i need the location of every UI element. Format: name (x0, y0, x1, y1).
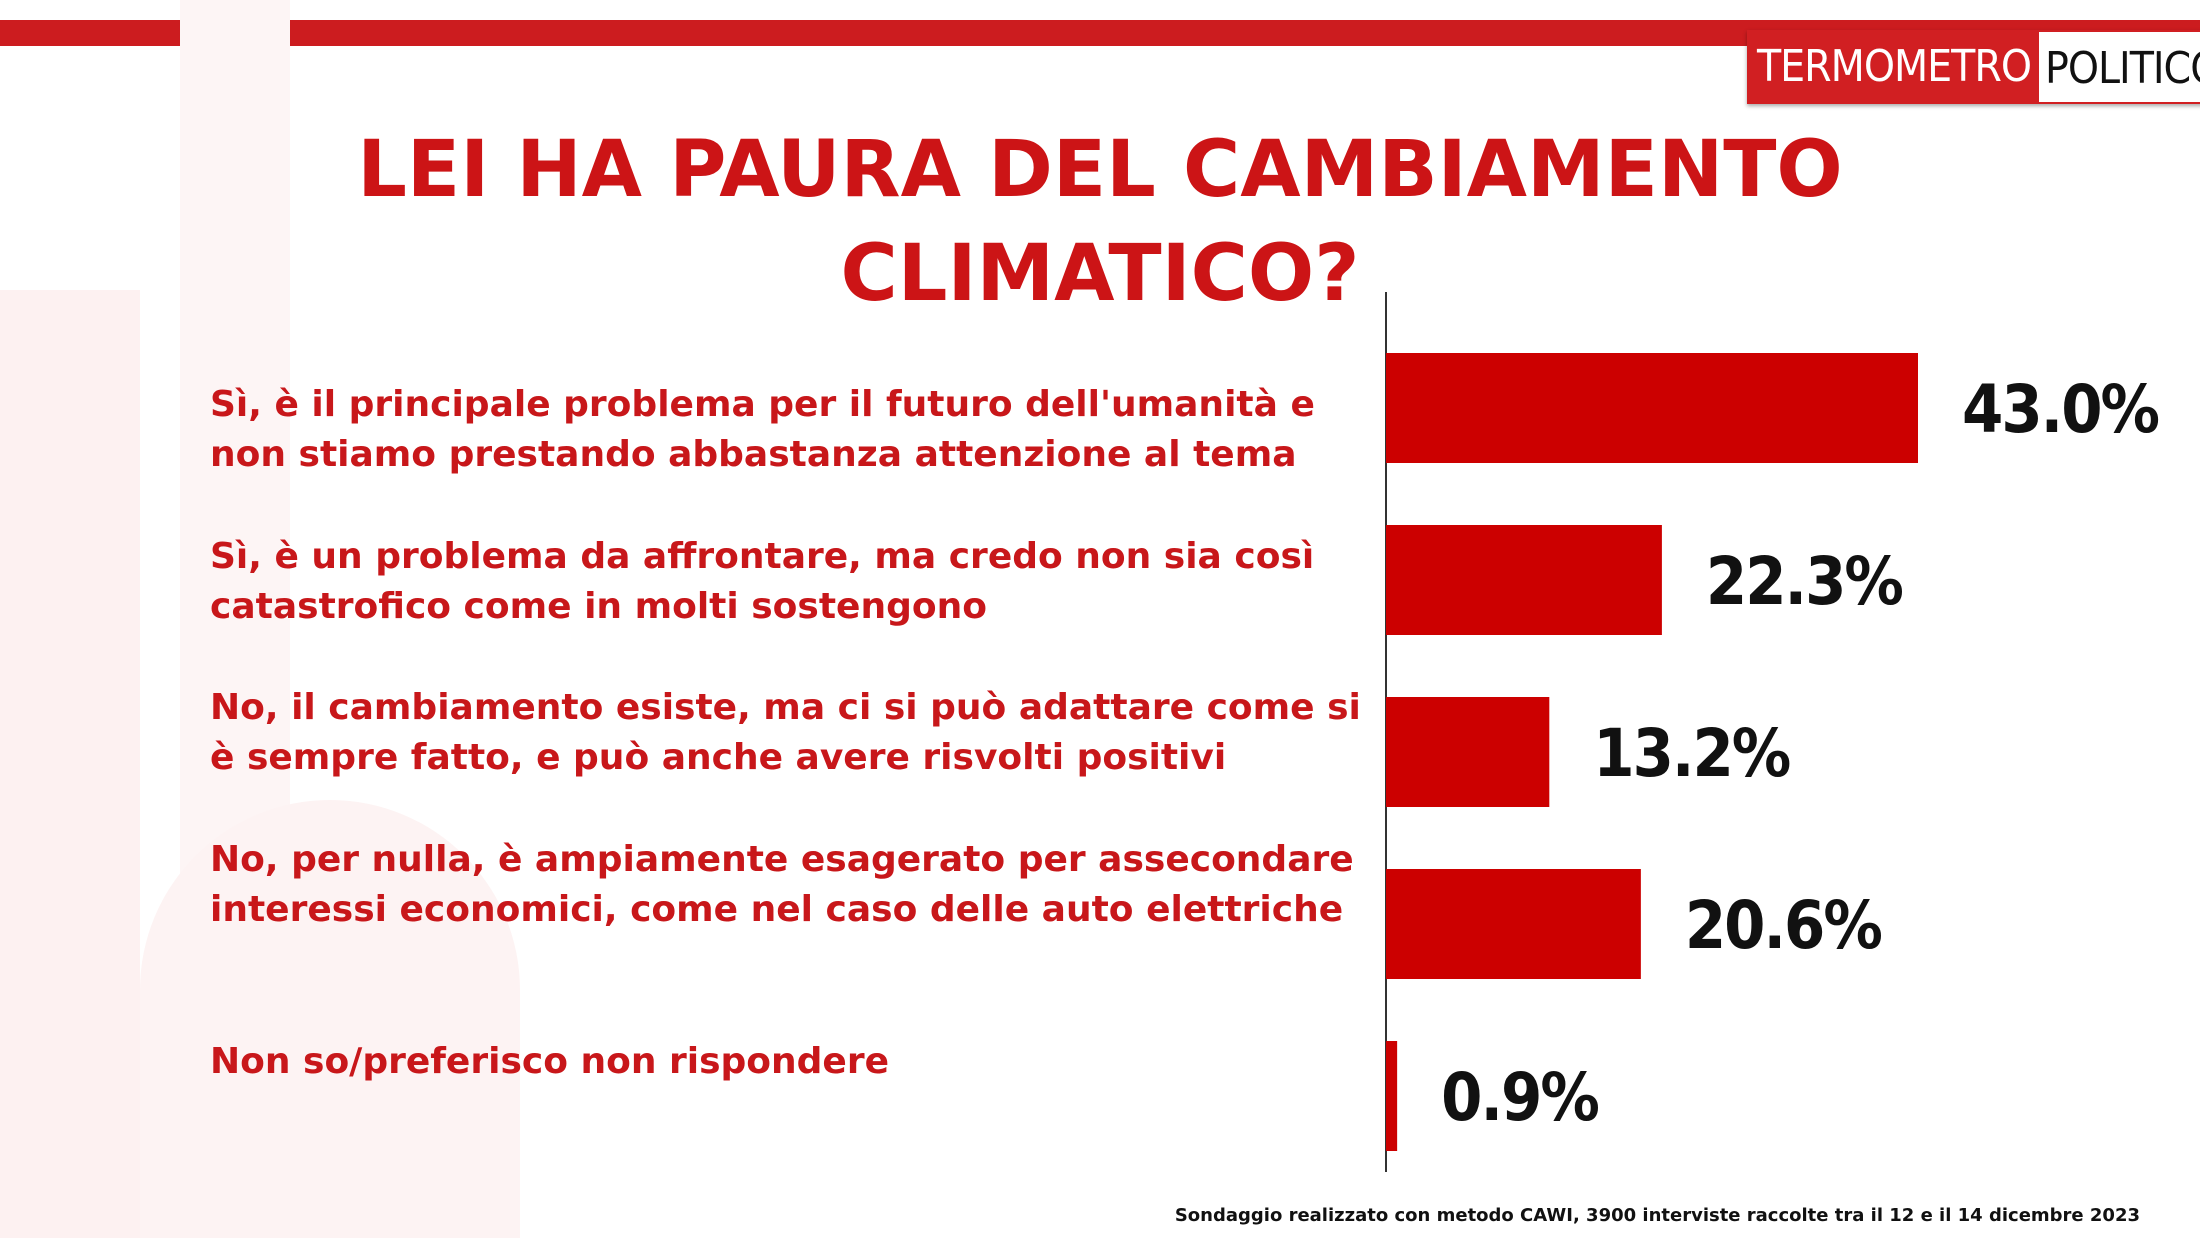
bars-group (1386, 353, 1918, 1151)
termometro-politico-logo: TERMOMETRO POLITICO (1747, 30, 2200, 104)
chart-title-line-1: LEI HA PAURA DEL CAMBIAMENTO (357, 125, 1843, 215)
value-label-4: 20.6% (1685, 887, 1882, 964)
bar-5 (1386, 1041, 1398, 1151)
value-labels-group: 43.0% 22.3% 13.2% 20.6% 0.9% (1441, 371, 2160, 1136)
bar-2 (1386, 525, 1662, 635)
bar-4 (1386, 869, 1641, 979)
chart-title: LEI HA PAURA DEL CAMBIAMENTO CLIMATICO? (200, 118, 2000, 326)
bar-1 (1386, 353, 1918, 463)
bar-3 (1386, 697, 1550, 807)
category-label-4: No, per nulla, è ampiamente esagerato pe… (210, 839, 1354, 930)
category-label-2: Sì, è un problema da affrontare, ma cred… (210, 536, 1315, 627)
value-label-3: 13.2% (1593, 715, 1790, 792)
category-label-5: Non so/preferisco non rispondere (210, 1041, 890, 1082)
value-label-1: 43.0% (1962, 371, 2159, 448)
value-label-2: 22.3% (1706, 543, 1903, 620)
background-watermark-shape (140, 800, 520, 1238)
value-label-5: 0.9% (1441, 1059, 1598, 1136)
category-label-3: No, il cambiamento esiste, ma ci si può … (210, 687, 1361, 778)
chart-title-line-2: CLIMATICO? (840, 229, 1360, 319)
logo-part-politico: POLITICO (2038, 30, 2200, 104)
background-watermark-shape (0, 290, 140, 1238)
survey-footnote: Sondaggio realizzato con metodo CAWI, 39… (1174, 1205, 2140, 1226)
category-label-1: Sì, è il principale problema per il futu… (210, 384, 1315, 475)
logo-part-termometro: TERMOMETRO (1747, 30, 2039, 104)
